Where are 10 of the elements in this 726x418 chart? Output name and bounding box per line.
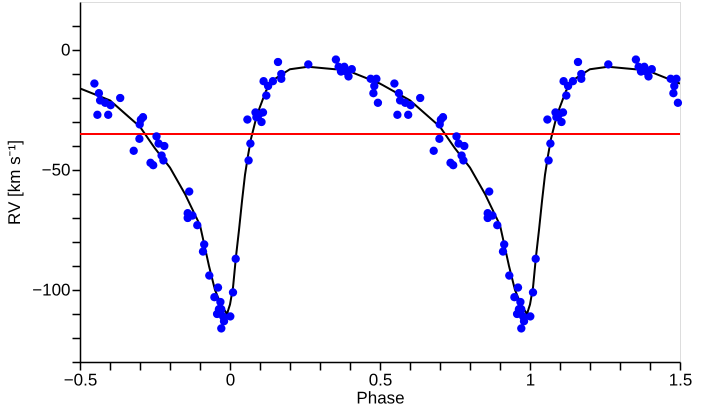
x-tick-label: 0	[226, 370, 236, 390]
y-tick-label: 0	[61, 40, 70, 60]
x-tick-label: 1	[526, 370, 536, 390]
y-tick-label: −50	[42, 160, 70, 180]
y-axis-title: RV [km s⁻¹]	[5, 140, 24, 226]
y-tick-label: −100	[32, 280, 70, 300]
x-tick-label: 0.5	[368, 370, 392, 390]
x-tick-label: −0.5	[64, 370, 98, 390]
x-tick-label: 1.5	[668, 370, 692, 390]
x-axis-title: Phase	[356, 388, 405, 408]
